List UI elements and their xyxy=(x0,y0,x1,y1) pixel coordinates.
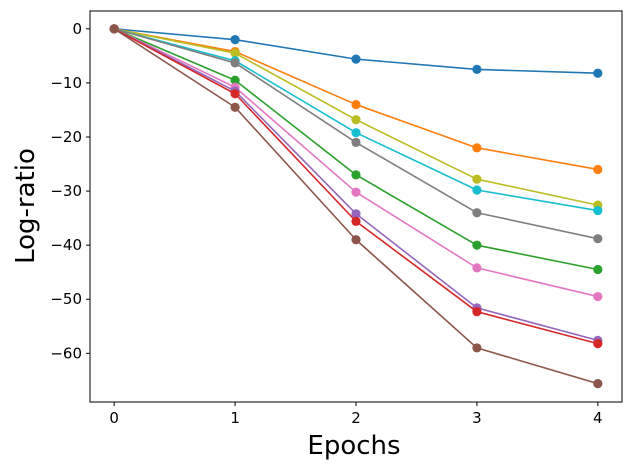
series-10-line xyxy=(113,28,599,385)
series-9-point xyxy=(230,89,240,99)
x-tick-label: 2 xyxy=(351,409,361,427)
y-axis-title: Log-ratio xyxy=(11,148,41,264)
series-5-point xyxy=(230,58,240,68)
series-5-point xyxy=(593,234,603,244)
series-9-point xyxy=(472,307,482,317)
series-2-point xyxy=(593,164,603,175)
series-3-point xyxy=(230,48,240,58)
series-5-point xyxy=(351,137,361,148)
series-3-point xyxy=(472,174,482,184)
series-1-point xyxy=(351,54,361,64)
series-9-point xyxy=(351,216,361,226)
x-tick-label: 1 xyxy=(230,409,240,427)
series-4-point xyxy=(593,205,603,216)
series-7-line xyxy=(113,28,599,298)
ticks-layer: 0 1 2 3 4 0 −10 −20 −30 −40 −50 −60 xyxy=(50,20,602,427)
y-tick-label: −50 xyxy=(50,290,82,308)
series-10-point xyxy=(230,102,240,112)
series-7-point xyxy=(351,187,361,197)
y-tick-label: −10 xyxy=(50,74,82,92)
x-tick-label: 0 xyxy=(109,409,119,427)
series-7-point xyxy=(472,263,482,273)
y-tick-label: −40 xyxy=(50,236,82,254)
series-5-point xyxy=(472,208,482,218)
series-2-point xyxy=(351,99,361,110)
series-10-point xyxy=(351,235,361,245)
y-tick-label: −30 xyxy=(50,182,82,200)
series-8-point xyxy=(351,209,361,219)
series-10-point xyxy=(593,379,603,389)
series-3-point xyxy=(351,115,361,125)
series-10 xyxy=(109,24,603,389)
x-tick-label: 4 xyxy=(593,409,603,427)
series-1 xyxy=(109,24,603,78)
series-7-point xyxy=(593,291,603,302)
y-tick-label: −60 xyxy=(50,344,82,362)
series-1-point xyxy=(593,68,603,78)
y-tick-label: −20 xyxy=(50,128,82,146)
series-9-point xyxy=(593,338,603,349)
series-3 xyxy=(109,24,603,210)
series-2-point xyxy=(472,143,482,153)
series-6-point xyxy=(472,240,482,250)
series-4-point xyxy=(472,185,482,195)
series-6-line xyxy=(113,28,598,271)
series-1-point xyxy=(230,35,240,45)
series-8 xyxy=(109,24,603,345)
series-6-point xyxy=(593,264,603,275)
plot-frame xyxy=(89,10,623,403)
x-axis-title: Epochs xyxy=(307,431,400,461)
series-layer xyxy=(109,24,603,389)
series-4-point xyxy=(351,128,361,138)
series-10-point xyxy=(109,24,119,34)
x-tick-label: 3 xyxy=(472,409,482,427)
series-1-point xyxy=(472,64,482,75)
series-10-point xyxy=(472,343,482,353)
series-6-point xyxy=(351,170,361,180)
y-tick-label: 0 xyxy=(72,20,82,38)
series-6-point xyxy=(230,75,240,85)
series-9 xyxy=(109,24,603,349)
